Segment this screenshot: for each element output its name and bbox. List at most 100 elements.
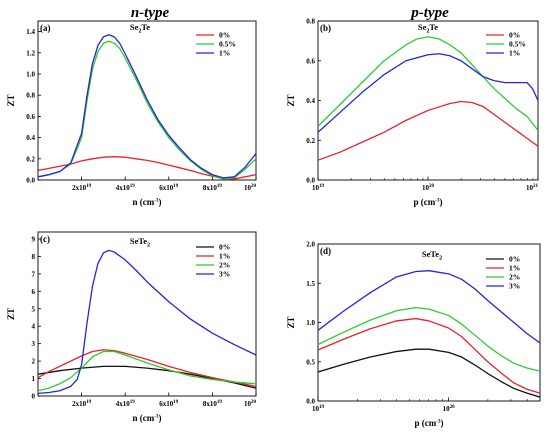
y-tick-label: 1.4 xyxy=(26,28,35,36)
plot-frame xyxy=(37,231,257,397)
x-tick-label: 4x1019 xyxy=(116,400,136,408)
y-axis-label: ZT xyxy=(6,94,16,106)
chart-panel-a: 0.0 0.2 0.4 0.6 0.8 1.0 1.2 1.4 2x1019 4x1019 6x10… xyxy=(6,20,257,207)
series-line-0-5pct xyxy=(38,40,256,180)
series-line-0pct xyxy=(318,100,538,161)
legend: 0%1%2%3% xyxy=(196,243,230,279)
series-line-0pct xyxy=(38,156,256,180)
series-line-3pct xyxy=(318,270,540,344)
column-title-p-type: p-type xyxy=(409,5,449,21)
y-tick-label: 0.4 xyxy=(306,97,315,105)
panel-label: (c) xyxy=(40,234,50,244)
chart-panel-c: 0 1 2 3 4 5 6 7 8 9 2x1019 4x1019 6x1019 8x1019 1020 n … xyxy=(6,231,257,423)
x-axis-label: n (cm-3) xyxy=(133,197,162,207)
legend-label: 3% xyxy=(509,282,520,291)
series-line-2pct xyxy=(38,350,256,392)
legend: 0%1%2%3% xyxy=(486,255,520,291)
x-tick-label: 1021 xyxy=(526,184,539,192)
y-tick-label: 2 xyxy=(32,358,36,366)
material-label: SeTe2 xyxy=(130,236,150,249)
y-tick-label: 1 xyxy=(32,375,36,383)
x-tick-label: 1019 xyxy=(312,184,325,192)
y-tick-label: 7 xyxy=(32,270,36,278)
y-tick-label: 0.5 xyxy=(306,358,315,366)
y-axis-label: ZT xyxy=(6,308,16,320)
y-axis-label: ZT xyxy=(286,94,296,106)
x-tick-label: 6x1019 xyxy=(159,400,179,408)
y-tick-label: 0.8 xyxy=(26,92,35,100)
x-tick-label: 1020 xyxy=(443,405,456,413)
legend-label: 2% xyxy=(219,261,230,270)
series-line-2pct xyxy=(318,306,540,372)
y-tick-label: 0.2 xyxy=(26,155,35,163)
panel-label: (d) xyxy=(320,246,331,256)
chart-panel-d: 0.0 0.5 1.0 1.5 2.0 1019 1020 p (cm-3) ZT (d) SeTe… xyxy=(286,241,541,428)
y-tick-label: 0 xyxy=(32,393,36,401)
y-tick-label: 0.2 xyxy=(306,137,315,145)
y-tick-label: 1.0 xyxy=(306,319,315,327)
legend: 0%0.5%1% xyxy=(486,31,526,58)
x-tick-label: 6x1019 xyxy=(159,184,179,192)
x-tick-label: 8x1019 xyxy=(203,184,223,192)
y-tick-label: 1.5 xyxy=(306,280,315,288)
legend-label: 1% xyxy=(219,252,230,261)
legend-label: 1% xyxy=(509,49,520,58)
legend-label: 0% xyxy=(219,31,230,40)
material-label: Se2Te xyxy=(418,22,438,35)
y-tick-label: 0.8 xyxy=(306,18,315,26)
series-line-0pct xyxy=(318,348,540,398)
chart-panel-b: 0.0 0.2 0.4 0.6 0.8 1019 1020 1021 p (cm-3) ZT (b)… xyxy=(286,18,539,208)
plot-frame xyxy=(317,20,539,181)
legend-label: 3% xyxy=(219,270,230,279)
y-tick-label: 9 xyxy=(32,235,36,243)
legend-label: 1% xyxy=(509,264,520,273)
legend-label: 0% xyxy=(219,243,230,252)
x-axis-label: n (cm-3) xyxy=(133,413,162,423)
y-tick-label: 6 xyxy=(32,288,36,296)
material-label: Se2Te xyxy=(130,22,150,35)
panels: 0.0 0.2 0.4 0.6 0.8 1.0 1.2 1.4 2x1019 4x1019 6x10… xyxy=(6,18,541,428)
legend-label: 1% xyxy=(219,49,230,58)
x-axis-label: p (cm-3) xyxy=(415,418,444,428)
y-tick-label: 0.4 xyxy=(26,134,35,142)
series-line-0-5pct xyxy=(318,36,538,131)
y-tick-label: 2.0 xyxy=(306,241,315,249)
x-tick-label: 2x1019 xyxy=(72,184,92,192)
plot-frame xyxy=(37,20,257,181)
y-tick-label: 8 xyxy=(32,253,36,261)
y-axis-label: ZT xyxy=(286,316,296,328)
series-line-1pct xyxy=(38,34,256,179)
y-tick-label: 3 xyxy=(32,340,36,348)
y-tick-label: 0.0 xyxy=(306,398,315,406)
y-tick-label: 0.0 xyxy=(26,177,35,185)
x-tick-label: 1019 xyxy=(312,405,325,413)
y-tick-label: 0.6 xyxy=(306,57,315,65)
y-tick-label: 1.2 xyxy=(26,49,35,57)
material-label: SeTe2 xyxy=(422,249,442,262)
series-line-1pct xyxy=(318,53,538,133)
legend-label: 2% xyxy=(509,273,520,282)
y-tick-label: 5 xyxy=(32,305,36,313)
legend-label: 0% xyxy=(509,255,520,264)
panel-label: (a) xyxy=(40,23,51,33)
x-tick-label: 1020 xyxy=(244,400,257,408)
y-tick-label: 1.0 xyxy=(26,71,35,79)
x-tick-label: 1020 xyxy=(244,184,257,192)
panel-label: (b) xyxy=(320,23,331,33)
x-tick-label: 8x1019 xyxy=(203,400,223,408)
y-tick-label: 4 xyxy=(32,323,36,331)
x-tick-label: 2x1019 xyxy=(72,400,92,408)
series-line-1pct xyxy=(38,349,256,388)
x-axis-label: p (cm-3) xyxy=(414,197,443,207)
legend: 0%0.5%1% xyxy=(196,31,236,58)
y-tick-label: 0.0 xyxy=(306,177,315,185)
legend-label: 0.5% xyxy=(219,40,236,49)
column-title-n-type: n-type xyxy=(131,5,170,21)
legend-label: 0.5% xyxy=(509,40,526,49)
series-line-1pct xyxy=(318,317,540,394)
legend-label: 0% xyxy=(509,31,520,40)
x-tick-label: 4x1019 xyxy=(116,184,136,192)
x-tick-label: 1020 xyxy=(422,184,435,192)
y-tick-label: 0.6 xyxy=(26,113,35,121)
